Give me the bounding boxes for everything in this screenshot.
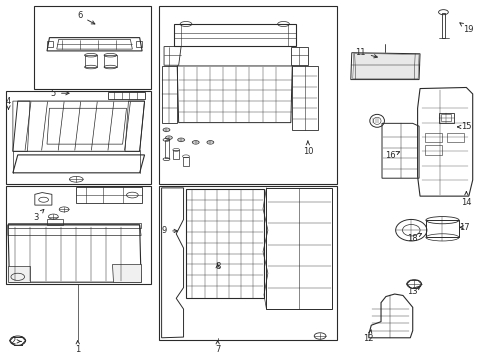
Bar [438,113,453,123]
Text: 18: 18 [407,234,421,243]
Bar [441,114,450,121]
Text: 10: 10 [302,141,312,156]
Text: 4: 4 [6,96,11,109]
Bar [5,91,151,184]
Text: 17: 17 [458,223,468,232]
Text: 15: 15 [457,122,470,131]
Text: 3: 3 [33,210,44,222]
Bar [5,186,151,284]
Text: 11: 11 [355,48,377,58]
Bar [424,145,441,155]
Text: 2: 2 [10,337,21,346]
Text: 16: 16 [385,151,399,160]
Bar [424,134,441,142]
Polygon shape [352,53,418,79]
Bar [159,186,336,339]
Polygon shape [8,266,30,282]
Text: 8: 8 [215,262,220,271]
Text: 9: 9 [162,226,177,235]
Bar [446,134,463,142]
Polygon shape [112,264,141,282]
Text: 12: 12 [363,330,373,343]
Text: 13: 13 [407,286,420,296]
Text: 1: 1 [75,341,80,354]
Text: 6: 6 [77,11,95,24]
Text: 5: 5 [51,89,69,98]
Text: 14: 14 [460,192,470,207]
Text: 19: 19 [459,23,473,34]
Bar [159,6,336,184]
Bar [34,6,151,89]
Text: 7: 7 [215,341,220,354]
